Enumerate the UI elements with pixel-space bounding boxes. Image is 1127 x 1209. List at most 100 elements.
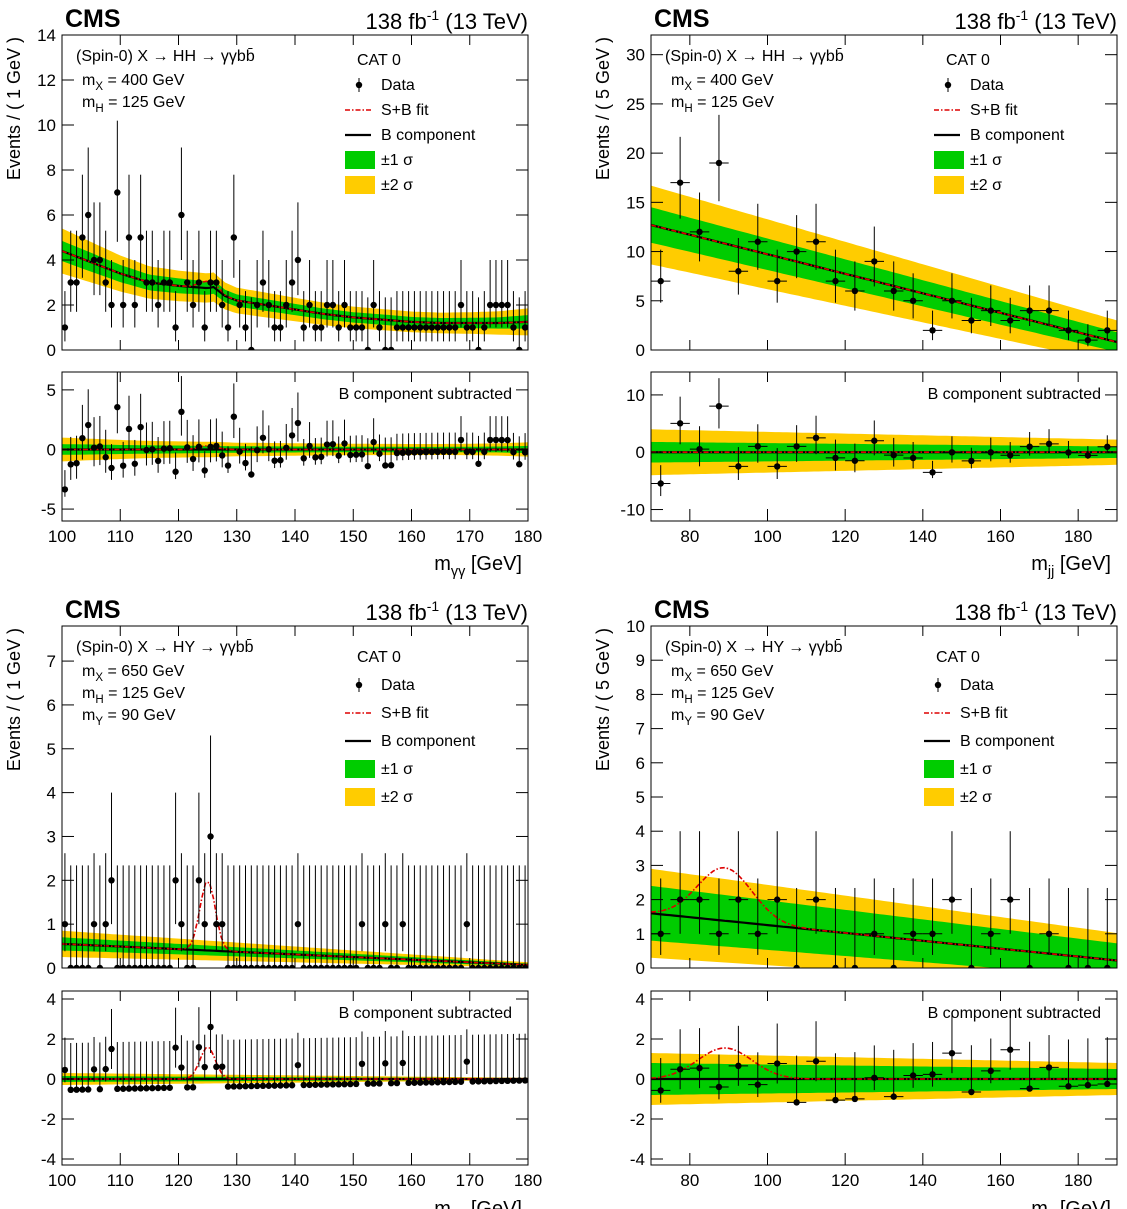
sub-data-point — [172, 1007, 179, 1068]
sub-data-point — [166, 420, 173, 464]
x-tick-label: 80 — [680, 527, 699, 546]
data-point — [189, 260, 197, 328]
y-tick-label: 6 — [636, 754, 645, 773]
mass-label: mY = 90 GeV — [671, 707, 765, 728]
y-tick-label: 6 — [47, 696, 56, 715]
data-point — [961, 297, 982, 334]
lumi-label: 138 fb-1 (13 TeV) — [955, 598, 1117, 625]
sub-data-point — [335, 436, 342, 464]
data-point — [486, 865, 494, 968]
sub-frame — [650, 371, 1118, 522]
data-point — [446, 291, 453, 342]
data-point — [277, 865, 284, 968]
data-point — [510, 291, 517, 342]
data-point — [498, 865, 505, 968]
sub-data-point — [178, 376, 185, 436]
data-point — [845, 261, 865, 311]
sub-data-point — [102, 1036, 109, 1082]
data-point — [417, 291, 424, 342]
sub-data-point — [230, 383, 238, 439]
sub-data-point — [709, 1054, 729, 1100]
sub-data-point — [845, 443, 865, 473]
data-point — [376, 865, 383, 968]
sub-data-point — [119, 1041, 127, 1092]
x-tick-label: 110 — [107, 1171, 134, 1190]
data-point — [253, 260, 261, 328]
y-tick-label: 3 — [47, 827, 56, 846]
sub-data-point — [149, 1041, 156, 1092]
sub-data-point — [195, 1007, 203, 1068]
sub-data-point — [248, 446, 255, 478]
sub-data-point — [825, 1053, 846, 1104]
panel-bottom-right: 0 1 2 3 4 5 6 7 8 9 10 CMS 138 fb-1 (13 TeV) (Spin-0)… — [593, 596, 1118, 1209]
sub-data-point — [347, 1037, 354, 1088]
sub-data-point — [864, 1045, 884, 1091]
sub-data-point — [961, 447, 982, 469]
sub-data-point — [288, 1038, 296, 1089]
sub-data-point — [411, 1035, 418, 1086]
data-point — [475, 297, 482, 350]
sub-data-point — [96, 1042, 104, 1093]
sub-y-tick-label: -4 — [630, 1150, 645, 1169]
sub-data-point — [189, 1040, 197, 1091]
sub-data-point — [510, 1033, 517, 1084]
data-point — [748, 878, 768, 955]
sub-data-point — [469, 432, 476, 460]
data-point — [90, 202, 98, 296]
data-point — [786, 887, 807, 968]
sub-data-point — [651, 1058, 671, 1103]
data-point — [318, 865, 325, 968]
data-point — [62, 291, 69, 342]
data-point — [767, 249, 787, 303]
x-axis-label: mjj [GeV] — [1031, 1198, 1111, 1209]
legend-s2-label: ±2 σ — [960, 789, 992, 806]
sub-data-point — [79, 404, 86, 460]
sub-data-point — [329, 420, 337, 457]
sub-data-point — [352, 1037, 360, 1088]
data-point — [347, 865, 354, 968]
sub-data-point — [961, 1045, 982, 1096]
sub-data-point — [236, 1039, 243, 1090]
data-point — [166, 865, 173, 968]
cms-label: CMS — [65, 596, 121, 624]
legend-data-label: Data — [381, 677, 415, 694]
data-point — [709, 878, 729, 955]
data-point — [154, 865, 162, 968]
data-point — [942, 831, 962, 934]
data-point — [806, 831, 826, 934]
data-point — [422, 291, 430, 342]
category-label: CAT 0 — [357, 52, 401, 69]
data-point — [903, 273, 923, 319]
data-point — [352, 865, 360, 968]
x-tick-label: 140 — [281, 527, 309, 546]
legend-sb-label: S+B fit — [960, 705, 1008, 722]
x-tick-label: 150 — [339, 1171, 367, 1190]
data-point — [728, 238, 749, 295]
data-point — [213, 230, 220, 312]
sub-data-point — [767, 448, 787, 479]
sub-data-point — [125, 395, 133, 451]
sub-data-point — [218, 1034, 226, 1080]
mass-label: mX = 650 GeV — [82, 663, 185, 684]
data-point — [457, 260, 465, 328]
main-pad — [62, 735, 528, 968]
sub-data-point — [1000, 1009, 1020, 1070]
sub-data-point — [160, 1041, 168, 1092]
sub-data-point — [358, 1031, 366, 1077]
sub-data-point — [1078, 446, 1098, 459]
data-point — [195, 792, 203, 925]
sub-data-point — [475, 1034, 482, 1085]
data-point — [382, 297, 389, 350]
x-tick-label: 160 — [397, 1171, 425, 1190]
data-point — [728, 831, 749, 934]
sub-data-point — [149, 421, 156, 465]
sb-fit-line — [62, 881, 528, 966]
sub-data-point — [451, 432, 459, 460]
data-point — [253, 865, 261, 968]
y-tick-label: 14 — [37, 26, 56, 45]
data-point — [265, 260, 272, 328]
sub-data-point — [884, 1049, 904, 1100]
x-tick-label: 130 — [223, 1171, 251, 1190]
sub-data-point — [62, 470, 69, 497]
sub-data-point — [137, 1041, 144, 1092]
